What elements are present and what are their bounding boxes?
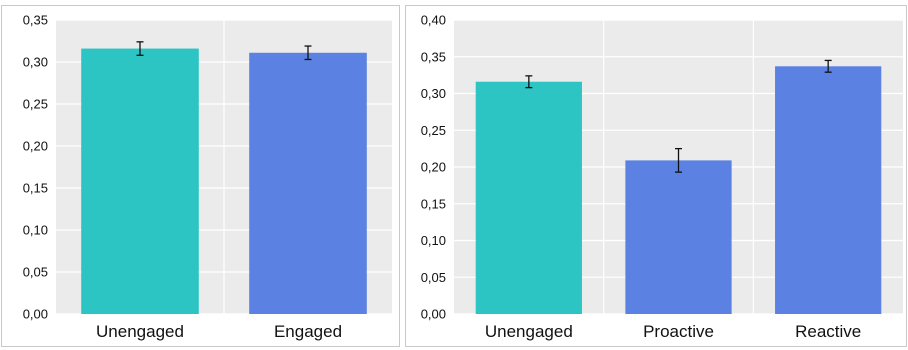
error-bar-reactive	[824, 59, 832, 73]
error-bar-unengaged	[136, 41, 144, 56]
y-tick-label: 0,35	[23, 13, 48, 28]
bar-proactive	[625, 160, 732, 314]
bar-unengaged	[81, 48, 199, 315]
y-tick-label: 0,00	[421, 307, 446, 322]
bar-chart-right: 0,00 0,05 0,10 0,15 0,20 0,25 0,30 0,35 0,40 Unen…	[421, 13, 903, 341]
y-tick-label: 0,30	[23, 55, 48, 70]
x-category-label: Engaged	[274, 322, 342, 341]
y-tick-label: 0,30	[421, 86, 446, 101]
x-category-label: Proactive	[643, 322, 714, 341]
y-tick-label: 0,35	[421, 49, 446, 64]
y-tick-label: 0,25	[23, 97, 48, 112]
y-tick-label: 0,15	[421, 196, 446, 211]
y-tick-label: 0,10	[421, 233, 446, 248]
chart-panel-right: 0,00 0,05 0,10 0,15 0,20 0,25 0,30 0,35 0,40 Unen…	[405, 5, 907, 347]
chart-panel-left: 0,00 0,05 0,10 0,15 0,20 0,25 0,30 0,35 Unengage…	[1, 5, 400, 347]
bar-unengaged	[475, 81, 582, 315]
y-tick-label: 0,15	[23, 181, 48, 196]
y-tick-label: 0,05	[23, 265, 48, 280]
bar-reactive	[775, 66, 882, 315]
error-bar-unengaged	[525, 75, 533, 89]
x-category-label: Unengaged	[485, 322, 573, 341]
y-tick-label: 0,00	[23, 307, 48, 322]
y-tick-label: 0,05	[421, 270, 446, 285]
y-tick-label: 0,25	[421, 123, 446, 138]
x-category-label: Unengaged	[96, 322, 184, 341]
error-bar-proactive	[675, 147, 682, 173]
error-bar-engaged	[304, 45, 312, 61]
y-tick-label: 0,40	[421, 13, 446, 28]
x-category-label: Reactive	[795, 322, 861, 341]
bar-chart-left: 0,00 0,05 0,10 0,15 0,20 0,25 0,30 0,35 Unengage…	[23, 13, 392, 341]
y-tick-label: 0,10	[23, 223, 48, 238]
y-tick-label: 0,20	[23, 139, 48, 154]
y-tick-label: 0,20	[421, 160, 446, 175]
bar-engaged	[249, 52, 367, 314]
